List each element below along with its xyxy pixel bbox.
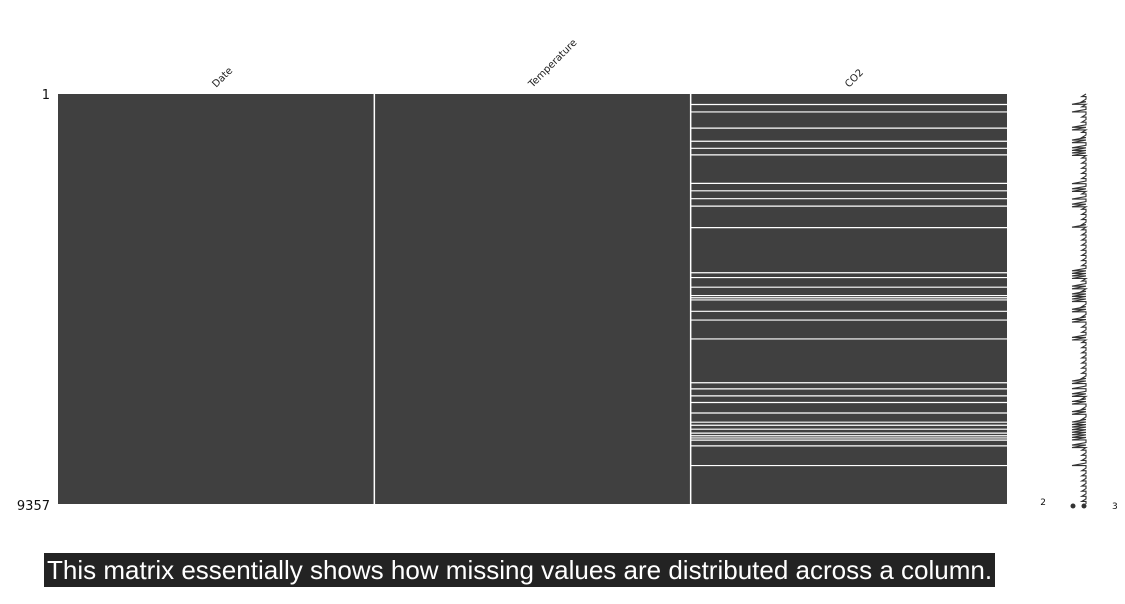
row-completeness-sparkline xyxy=(1070,93,1088,509)
sparkline-max-marker xyxy=(1081,503,1087,509)
sparkline-path xyxy=(1071,93,1088,504)
matrix-columns xyxy=(58,94,1007,504)
column-dividers xyxy=(373,94,692,504)
row-label-top: 1 xyxy=(42,88,50,103)
column-labels: Date Temperature CO2 xyxy=(211,38,866,91)
matrix-column-date xyxy=(58,94,375,504)
sparkline-max-label: 3 xyxy=(1112,502,1118,512)
caption-container: This matrix essentially shows how missin… xyxy=(44,553,996,587)
sparkline-min-marker xyxy=(1070,503,1076,509)
row-label-bottom: 9357 xyxy=(17,499,50,514)
sparkline-min-label: 2 xyxy=(1040,498,1046,508)
column-label-date: Date xyxy=(211,65,236,90)
caption: This matrix essentially shows how missin… xyxy=(44,553,996,587)
matrix-column-co2 xyxy=(690,94,1007,504)
matrix-column-temperature xyxy=(374,94,691,504)
missing-value-lines xyxy=(690,103,1007,467)
column-label-temperature: Temperature xyxy=(526,38,579,91)
column-label-co2: CO2 xyxy=(843,67,866,90)
